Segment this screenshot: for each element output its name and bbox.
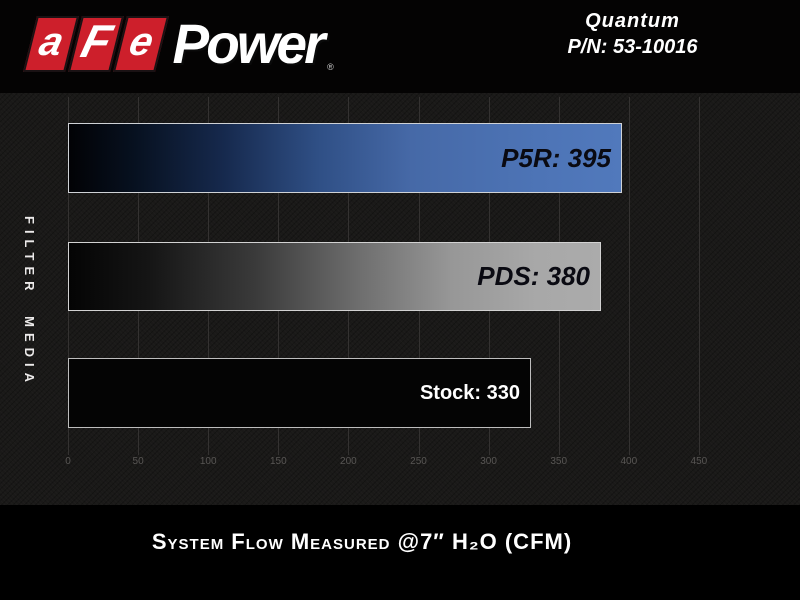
brand-band: a F e Power ® Quantum P/N: 53-10016 [0,0,800,93]
logo-power-text: Power [172,12,326,75]
product-part-number: P/N: 53-10016 [567,36,698,58]
registered-trademark-symbol: ® [327,62,334,72]
x-tick-label: 300 [480,456,497,467]
bar-p5r: P5R: 395 [68,123,622,193]
y-axis-label: FILTER MEDIA [22,216,37,389]
logo-letter: a [34,20,69,64]
logo-letter: F [76,15,118,67]
x-tick-label: 400 [620,456,638,467]
bar-value-label: PDS: 380 [477,261,590,291]
bar-stock: Stock: 330 [68,358,531,428]
bar-value-label: P5R: 395 [501,142,611,173]
caption-band: System Flow Measured @7″ H₂O (CFM) [0,505,800,600]
bar-value-label: Stock: 330 [419,381,520,404]
x-tick-label: 200 [340,456,357,467]
x-tick-label: 250 [410,456,427,467]
afe-logo-red-blocks: a F e [23,15,172,72]
logo-letter: e [124,20,159,64]
bar-pds: PDS: 380 [68,242,601,311]
x-tick-label: 100 [199,456,217,467]
x-tick-label: 50 [132,456,144,467]
x-tick-label: 0 [65,456,71,467]
afe-power-logo: a F e Power ® [16,8,334,80]
gridline [628,97,630,455]
product-name: Quantum [585,10,680,32]
x-tick-label: 350 [550,456,568,467]
chart-plot-area: P5R: 395 PDS: 380 Stock: 330 0 50 100 150 200 2… [0,93,800,505]
gridline [698,97,700,455]
product-info: Quantum P/N: 53-10016 [540,10,725,59]
x-tick-label: 150 [269,456,287,467]
x-tick-label: 450 [690,456,708,467]
chart-title: System Flow Measured @7″ H₂O (CFM) [151,529,573,554]
